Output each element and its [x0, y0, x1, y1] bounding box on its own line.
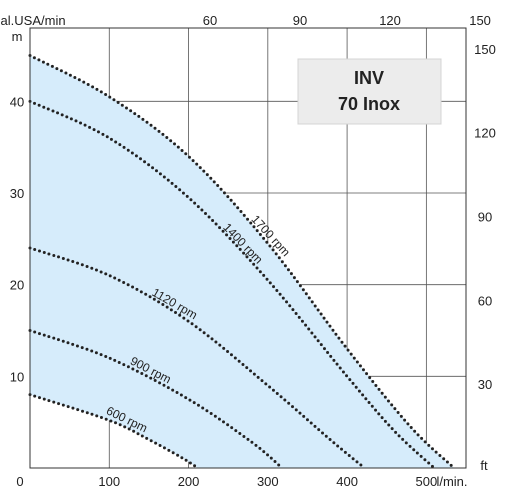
y-left-tick-label: 10 [10, 369, 24, 384]
unit-label-gal-usa-min: Gal.USA/min [0, 13, 66, 28]
x-bottom-tick-label: 400 [336, 474, 358, 489]
x-top-tick-label: 120 [379, 13, 401, 28]
curves [28, 54, 456, 470]
curve-600-rpm [28, 393, 200, 470]
tick-labels: 0 100 200 300 400 500 10 20 30 40 60 90 120 150 30 60 90… [10, 13, 496, 489]
x-top-tick-label: 60 [203, 13, 217, 28]
x-bottom-tick-label: 200 [178, 474, 200, 489]
curve-1120-rpm [28, 246, 367, 470]
y-left-tick-label: 20 [10, 278, 24, 293]
curve-900-rpm [28, 329, 284, 470]
y-right-tick-label: 120 [474, 126, 496, 141]
y-right-tick-label: 60 [478, 293, 492, 308]
x-bottom-tick-label: 0 [16, 474, 23, 489]
curve-1700-rpm [28, 54, 456, 470]
title-line-1: INV [354, 68, 384, 88]
title-box: INV 70 Inox [297, 58, 442, 125]
unit-label-ft: ft [480, 458, 488, 473]
y-right-tick-label: 90 [478, 210, 492, 225]
x-bottom-tick-label: 300 [257, 474, 279, 489]
y-right-tick-label: 150 [474, 42, 496, 57]
unit-label-l-min: l/min. [436, 474, 467, 489]
x-bottom-tick-label: 100 [98, 474, 120, 489]
curve-1400-rpm [28, 99, 436, 470]
plot-frame [29, 27, 467, 469]
operating-area [30, 55, 455, 468]
x-top-tick-label: 150 [469, 13, 491, 28]
x-top-tick-label: 90 [293, 13, 307, 28]
x-bottom-tick-label: 500 [416, 474, 438, 489]
y-right-tick-label: 30 [478, 377, 492, 392]
y-left-tick-label: 40 [10, 94, 24, 109]
unit-label-m: m [12, 29, 23, 44]
y-left-tick-label: 30 [10, 186, 24, 201]
title-line-2: 70 Inox [338, 94, 400, 114]
